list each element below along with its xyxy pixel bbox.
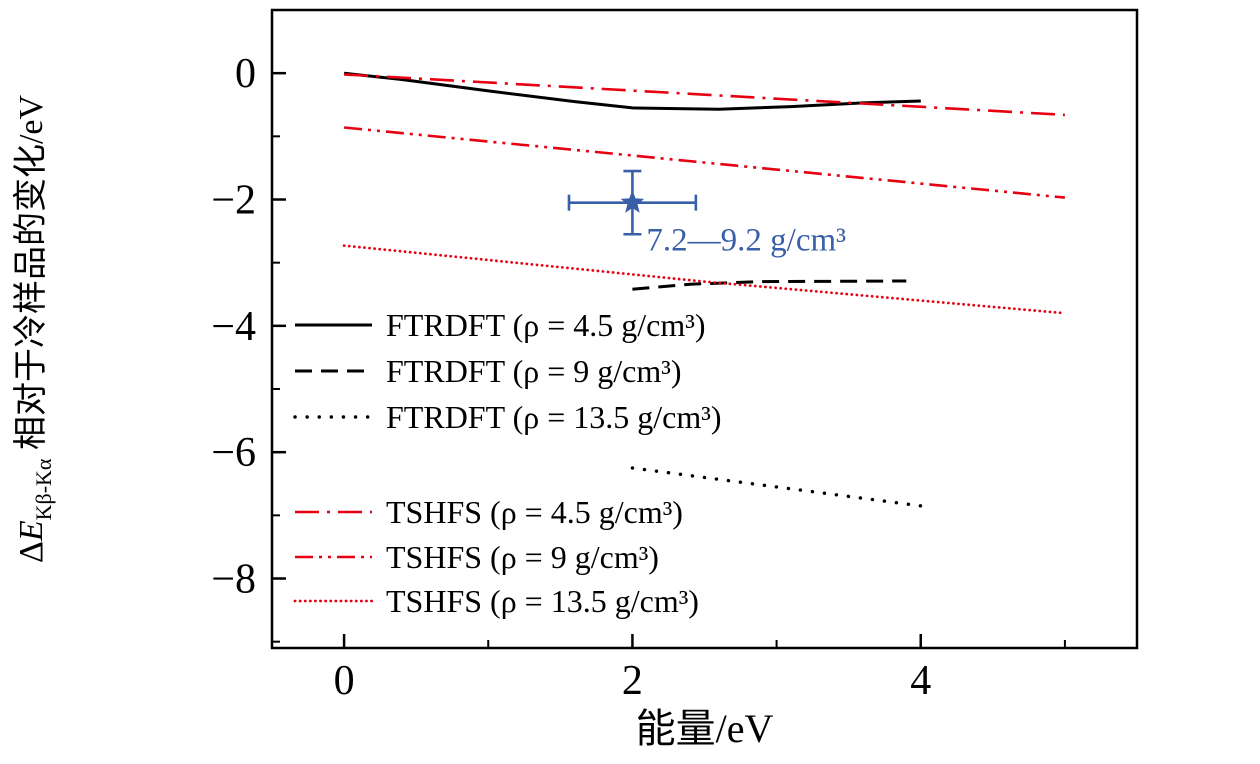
- series-line-3: [344, 73, 1065, 117]
- y-tick-label: −2: [211, 178, 256, 224]
- y-axis-label: ΔEKβ-Kα 相对于冷样品的变化/eV: [12, 95, 56, 564]
- legend-label-2: FTRDFT (ρ = 13.5 g/cm³): [386, 399, 721, 435]
- series-line-4: [343, 126, 1066, 199]
- experiment-label: 7.2—9.2 g/cm³: [646, 223, 846, 259]
- y-tick-label: −6: [211, 430, 256, 476]
- series-line-0: [343, 71, 921, 111]
- series-line-5: [342, 244, 1067, 315]
- x-tick-label: 2: [622, 658, 643, 704]
- legend-label-5: TSHFS (ρ = 13.5 g/cm³): [386, 583, 699, 619]
- y-tick-label: 0: [235, 51, 256, 97]
- y-tick-label: −8: [211, 557, 256, 603]
- series-line-2: [630, 466, 923, 508]
- x-tick-label: 4: [910, 658, 931, 704]
- y-tick-label: −4: [211, 304, 256, 350]
- legend-label-3: TSHFS (ρ = 4.5 g/cm³): [386, 494, 683, 530]
- plot-frame: [270, 8, 1139, 650]
- x-axis-label: 能量/eV: [636, 706, 774, 751]
- legend-label-4: TSHFS (ρ = 9 g/cm³): [386, 539, 659, 575]
- legend-label-0: FTRDFT (ρ = 4.5 g/cm³): [386, 307, 705, 343]
- series-line-1: [632, 279, 907, 291]
- experiment-star-marker: [620, 190, 645, 213]
- legend-label-1: FTRDFT (ρ = 9 g/cm³): [386, 353, 681, 389]
- x-tick-label: 0: [334, 658, 355, 704]
